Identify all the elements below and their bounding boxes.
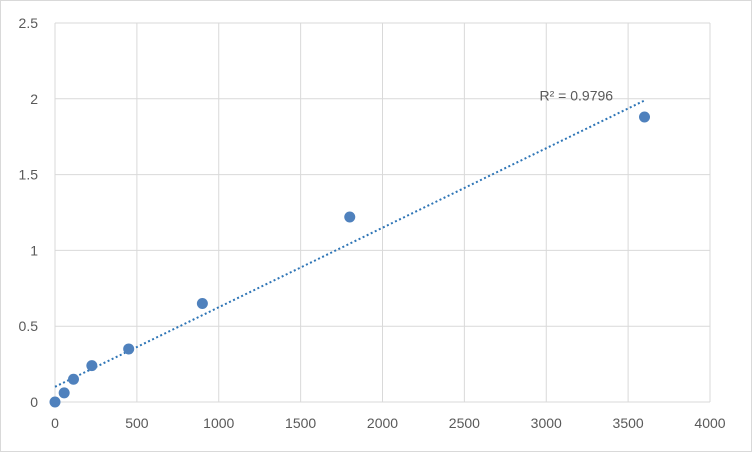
trendline-group — [54, 99, 645, 388]
data-points — [49, 111, 650, 408]
x-tick-label: 4000 — [694, 415, 725, 431]
data-point — [49, 396, 61, 408]
x-tick-label: 0 — [51, 415, 59, 431]
x-tick-label: 2000 — [367, 415, 398, 431]
y-tick-label: 0.5 — [19, 318, 39, 334]
x-tick-label: 3000 — [531, 415, 562, 431]
axes — [54, 23, 710, 403]
trendline — [54, 99, 645, 388]
x-tick-label: 1000 — [203, 415, 234, 431]
y-tick-label: 1.5 — [19, 167, 39, 183]
r-squared-annotation: R² = 0.9796 — [540, 87, 614, 103]
data-point — [344, 211, 356, 223]
y-tick-label: 2.5 — [19, 15, 39, 31]
data-point — [58, 387, 70, 399]
y-tick-label: 0 — [30, 394, 38, 410]
data-point — [68, 373, 80, 385]
data-point — [196, 297, 208, 309]
data-point — [123, 343, 135, 355]
x-tick-label: 3500 — [613, 415, 644, 431]
gridlines — [55, 22, 711, 402]
data-point — [639, 111, 650, 123]
y-tick-label: 2 — [30, 91, 38, 107]
tick-labels: 0 500 1000 1500 2000 2500 3000 3500 4000 0 0.5 1 1.5… — [19, 15, 726, 431]
x-tick-label: 500 — [125, 415, 149, 431]
y-tick-label: 1 — [30, 242, 38, 258]
x-tick-label: 1500 — [285, 415, 316, 431]
data-point — [86, 360, 98, 372]
x-tick-label: 2500 — [449, 415, 480, 431]
